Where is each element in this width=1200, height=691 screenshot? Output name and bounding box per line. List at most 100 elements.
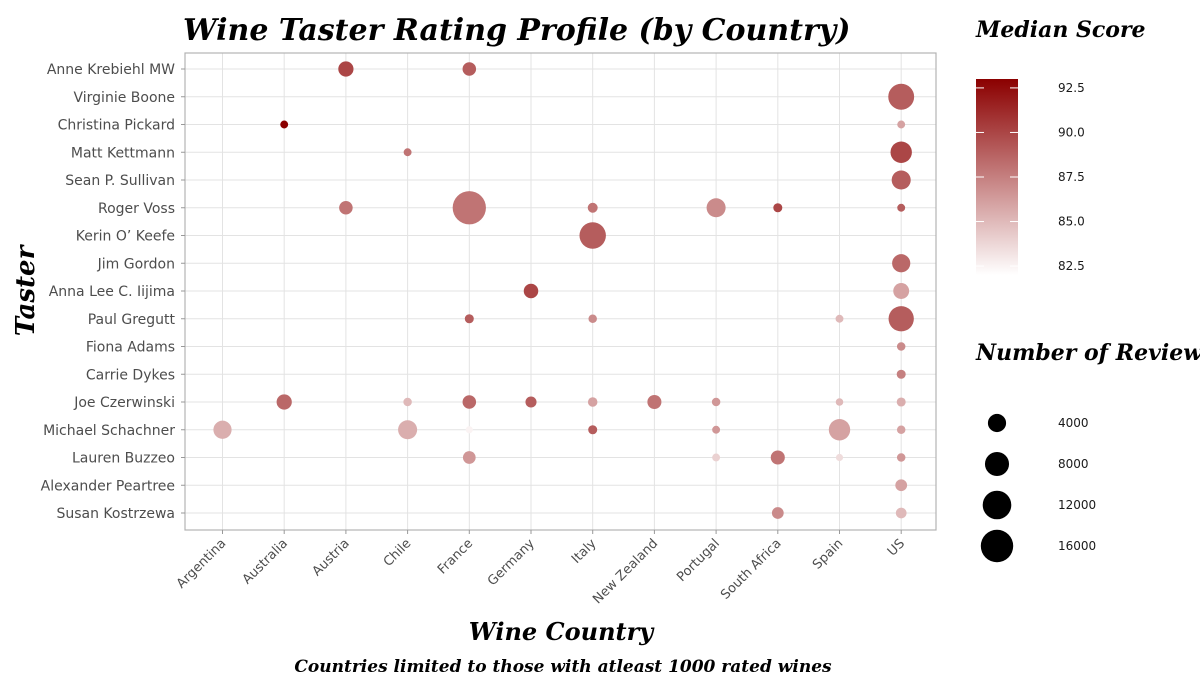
x-tick-label: France: [435, 536, 476, 577]
data-point: [891, 170, 911, 190]
data-point: [706, 198, 726, 218]
y-tick-label: Paul Gregutt: [88, 312, 176, 328]
data-point: [897, 120, 906, 129]
size-legend-label: 16000: [1058, 539, 1096, 553]
chart-title: Wine Taster Rating Profile (by Country): [183, 13, 850, 48]
x-tick-label: New Zealand: [590, 536, 661, 607]
color-tick-label: 82.5: [1058, 259, 1085, 273]
data-point: [403, 148, 412, 157]
y-tick-label: Matt Kettmann: [71, 145, 175, 161]
data-point: [896, 397, 906, 407]
color-legend-title: Median Score: [975, 17, 1146, 43]
x-tick-label: Argentina: [174, 536, 229, 591]
data-point: [895, 507, 907, 519]
size-legend-label: 4000: [1058, 416, 1089, 430]
x-tick-label: US: [885, 536, 908, 559]
data-point: [462, 62, 477, 76]
data-point: [773, 203, 783, 213]
color-tick-label: 87.5: [1058, 170, 1085, 184]
data-point: [895, 479, 908, 492]
data-point: [835, 398, 844, 406]
y-tick-label: Anna Lee C. Iijima: [49, 284, 175, 300]
y-tick-label: Susan Kostrzewa: [56, 506, 175, 522]
y-tick-label: Lauren Buzzeo: [72, 451, 175, 467]
data-point: [587, 202, 598, 213]
data-point: [587, 397, 598, 407]
data-point: [523, 283, 539, 299]
data-point: [892, 254, 911, 273]
y-tick-label: Fiona Adams: [86, 340, 175, 356]
size-legend-label: 12000: [1058, 498, 1096, 512]
data-point: [403, 397, 412, 407]
y-tick-label: Joe Czerwinski: [73, 395, 175, 411]
data-point: [462, 451, 476, 464]
x-axis-ticks: Argentina Australia Austria Chile France Germ…: [174, 530, 908, 607]
size-legend-circle: [984, 451, 1010, 477]
data-point: [647, 394, 662, 410]
size-legend: Number of Reviews 4000 8000 12000 16000: [975, 340, 1200, 563]
data-point: [896, 425, 906, 434]
data-point: [339, 200, 353, 215]
data-point: [462, 395, 477, 409]
data-point: [525, 396, 537, 408]
chart-subtitle: Countries limited to those with atleast …: [294, 657, 832, 677]
data-point: [464, 314, 474, 324]
data-point: [712, 425, 721, 434]
data-points: [213, 61, 915, 519]
data-point: [465, 426, 473, 434]
size-legend-label: 8000: [1058, 457, 1089, 471]
x-tick-label: Spain: [810, 536, 846, 572]
y-tick-label: Virginie Boone: [74, 90, 176, 106]
y-tick-label: Jim Gordon: [97, 256, 175, 272]
color-legend-ticks: 92.5 90.0 87.5 85.0 82.5: [976, 81, 1085, 273]
data-point: [398, 420, 418, 440]
color-tick-label: 85.0: [1058, 215, 1085, 229]
x-tick-label: Austria: [310, 536, 353, 579]
data-point: [712, 453, 721, 462]
y-axis-ticks: Anne Krebiehl MW Virginie Boone Christina …: [41, 62, 185, 522]
y-tick-label: Sean P. Sullivan: [65, 173, 175, 189]
data-point: [213, 420, 232, 439]
data-point: [280, 120, 289, 129]
x-tick-label: Australia: [240, 536, 291, 587]
data-point: [888, 83, 915, 110]
data-point: [276, 394, 292, 410]
color-tick-label: 92.5: [1058, 81, 1085, 95]
data-point: [711, 397, 721, 407]
data-point: [588, 314, 597, 323]
y-tick-label: Christina Pickard: [58, 118, 175, 134]
y-tick-label: Carrie Dykes: [86, 367, 175, 383]
data-point: [890, 141, 912, 163]
x-tick-label: South Africa: [718, 536, 784, 602]
data-point: [896, 453, 906, 462]
color-tick-label: 90.0: [1058, 125, 1085, 139]
data-point: [897, 203, 906, 212]
y-tick-label: Michael Schachner: [43, 423, 175, 439]
data-point: [588, 425, 598, 435]
data-point: [771, 507, 784, 519]
data-point: [893, 283, 910, 299]
data-point: [770, 450, 785, 465]
data-point: [888, 306, 914, 332]
size-legend-items: 4000 8000 12000 16000: [980, 413, 1096, 563]
data-point: [835, 314, 844, 323]
x-tick-label: Italy: [569, 536, 600, 567]
x-tick-label: Germany: [485, 536, 538, 589]
grid-lines: [185, 53, 936, 530]
size-legend-circle: [980, 529, 1014, 563]
size-legend-title: Number of Reviews: [975, 340, 1200, 366]
y-tick-label: Kerin O’ Keefe: [76, 229, 175, 245]
y-tick-label: Anne Krebiehl MW: [47, 62, 175, 78]
data-point: [452, 191, 486, 225]
data-point: [828, 419, 851, 441]
data-point: [338, 61, 354, 77]
data-point: [835, 453, 844, 462]
data-point: [896, 369, 906, 379]
data-point: [896, 342, 906, 351]
x-axis-label: Wine Country: [469, 617, 655, 646]
y-tick-label: Alexander Peartree: [41, 478, 175, 494]
data-point: [579, 222, 606, 249]
color-legend: Median Score 92.5 90.0 87.5 85.0 82.5: [975, 17, 1146, 275]
x-tick-label: Portugal: [674, 536, 723, 585]
